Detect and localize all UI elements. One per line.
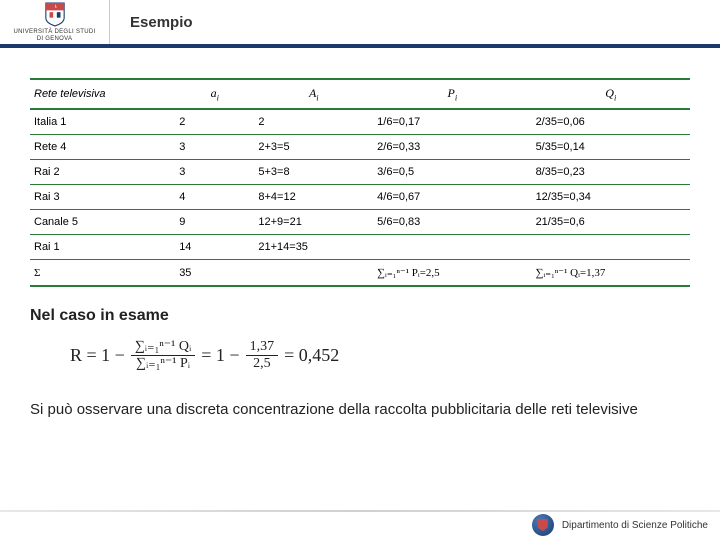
slide-title: Esempio — [130, 14, 193, 31]
data-table: Rete televisiva ai Ai Pi Qi Italia 1221/… — [30, 78, 690, 287]
cell-name: Rete 4 — [30, 135, 175, 160]
cell-name: Italia 1 — [30, 109, 175, 135]
cell-Q: 8/35=0,23 — [532, 160, 690, 185]
cell-A: 21+14=35 — [254, 235, 373, 260]
university-logo-area: UNIVERSITÀ DEGLI STUDI DI GENOVA — [0, 0, 110, 44]
footer-dept: Dipartimento di Scienze Politiche — [562, 520, 708, 531]
fraction-1: ∑ᵢ₌₁ⁿ⁻¹ Qᵢ ∑ᵢ₌₁ⁿ⁻¹ Pᵢ — [131, 339, 195, 371]
th-network: Rete televisiva — [30, 79, 175, 109]
footer-logo-icon — [532, 514, 554, 536]
cell-a: 3 — [175, 160, 254, 185]
th-Pi: Pi — [373, 79, 531, 109]
cell-Q — [532, 235, 690, 260]
cell-sum-a: 35 — [175, 260, 254, 287]
cell-P — [373, 235, 531, 260]
cell-name: Rai 1 — [30, 235, 175, 260]
cell-a: 14 — [175, 235, 254, 260]
cell-sum-P: ∑ᵢ₌₁ⁿ⁻¹ Pᵢ=2,5 — [373, 260, 531, 287]
formula: R = 1 − ∑ᵢ₌₁ⁿ⁻¹ Qᵢ ∑ᵢ₌₁ⁿ⁻¹ Pᵢ = 1 − 1,37… — [70, 339, 690, 371]
cell-a: 2 — [175, 109, 254, 135]
cell-sum-Q: ∑ᵢ₌₁ⁿ⁻¹ Qᵢ=1,37 — [532, 260, 690, 287]
cell-P: 1/6=0,17 — [373, 109, 531, 135]
formula-prefix: R = 1 − — [70, 345, 125, 366]
cell-Q: 12/35=0,34 — [532, 185, 690, 210]
university-name: UNIVERSITÀ DEGLI STUDI DI GENOVA — [14, 29, 96, 42]
cell-A: 2+3=5 — [254, 135, 373, 160]
th-Ai: Ai — [254, 79, 373, 109]
cell-name: Rai 2 — [30, 160, 175, 185]
observation-text: Si può osservare una discreta concentraz… — [30, 393, 690, 426]
cell-name: Canale 5 — [30, 210, 175, 235]
cell-name: Rai 3 — [30, 185, 175, 210]
cell-A: 5+3=8 — [254, 160, 373, 185]
university-shield-icon — [44, 1, 66, 27]
cell-a: 9 — [175, 210, 254, 235]
cell-A: 12+9=21 — [254, 210, 373, 235]
table-row: Rai 235+3=83/6=0,58/35=0,23 — [30, 160, 690, 185]
cell-A: 8+4=12 — [254, 185, 373, 210]
cell-Q: 5/35=0,14 — [532, 135, 690, 160]
cell-sigma: Σ — [30, 260, 175, 287]
cell-a: 4 — [175, 185, 254, 210]
slide-header: UNIVERSITÀ DEGLI STUDI DI GENOVA Esempio — [0, 0, 720, 48]
table-row: Italia 1221/6=0,172/35=0,06 — [30, 109, 690, 135]
table-row: Rai 11421+14=35 — [30, 235, 690, 260]
cell-Q: 21/35=0,6 — [532, 210, 690, 235]
table-row: Rai 348+4=124/6=0,6712/35=0,34 — [30, 185, 690, 210]
formula-result: = 0,452 — [284, 345, 339, 366]
table-sum-row: Σ35 ∑ᵢ₌₁ⁿ⁻¹ Pᵢ=2,5∑ᵢ₌₁ⁿ⁻¹ Qᵢ=1,37 — [30, 260, 690, 287]
cell-P: 3/6=0,5 — [373, 160, 531, 185]
cell-A: 2 — [254, 109, 373, 135]
th-ai: ai — [175, 79, 254, 109]
cell-Q: 2/35=0,06 — [532, 109, 690, 135]
slide-footer: Dipartimento di Scienze Politiche — [0, 510, 720, 540]
table-header-row: Rete televisiva ai Ai Pi Qi — [30, 79, 690, 109]
table-row: Canale 5912+9=215/6=0,8321/35=0,6 — [30, 210, 690, 235]
formula-mid: = 1 − — [201, 345, 239, 366]
cell-P: 2/6=0,33 — [373, 135, 531, 160]
title-area: Esempio — [110, 0, 720, 44]
table-row: Rete 432+3=52/6=0,335/35=0,14 — [30, 135, 690, 160]
cell-P: 4/6=0,67 — [373, 185, 531, 210]
slide-content: Rete televisiva ai Ai Pi Qi Italia 1221/… — [0, 48, 720, 426]
section-title: Nel caso in esame — [30, 307, 690, 325]
cell-a: 3 — [175, 135, 254, 160]
th-Qi: Qi — [532, 79, 690, 109]
cell-sum-A — [254, 260, 373, 287]
fraction-2: 1,37 2,5 — [246, 339, 279, 371]
cell-P: 5/6=0,83 — [373, 210, 531, 235]
